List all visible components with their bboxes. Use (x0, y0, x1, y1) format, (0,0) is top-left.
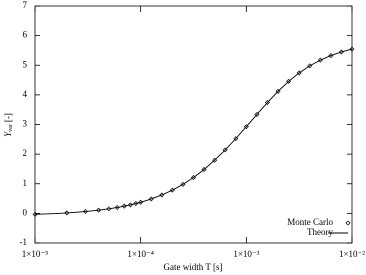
data-point (243, 124, 249, 130)
x-tick-label: 1×10⁻³ (233, 249, 259, 259)
y-tick-label: 0 (23, 207, 28, 217)
x-tick-label: 1×10⁻² (339, 249, 365, 259)
data-line (34, 48, 353, 215)
data-point (32, 211, 38, 217)
data-point (64, 210, 70, 216)
data-point (212, 157, 218, 163)
y-tick-label: 6 (23, 30, 28, 40)
y-label-unit: [-] (3, 113, 13, 122)
data-point (222, 147, 228, 153)
legend-marker (345, 220, 351, 226)
x-axis-label: Gate width T [s] (164, 262, 223, 272)
y-tick-label: 2 (23, 148, 28, 158)
y-tick-label: 3 (23, 119, 28, 129)
data-point (106, 206, 112, 212)
y-tick-label: 7 (23, 0, 28, 10)
y-tick-label: 5 (23, 59, 28, 69)
data-point (233, 136, 239, 142)
x-tick-label: 1×10⁻⁴ (127, 249, 153, 259)
data-point (96, 207, 102, 213)
y-tick-label: 1 (23, 178, 28, 188)
data-point (349, 46, 355, 52)
data-point (82, 209, 88, 215)
data-point (254, 111, 260, 117)
y-tick-label: -1 (20, 237, 28, 247)
y-tick-label: 4 (23, 89, 28, 99)
y-label-subscript: var (8, 124, 14, 132)
plot-frame (34, 5, 353, 244)
data-point (264, 100, 270, 106)
legend-label: Monte Carlo (287, 217, 333, 227)
y-label-symbol: Y (3, 131, 13, 137)
legend-label: Theory (307, 227, 333, 237)
y-axis-label: Yvar [-] (3, 113, 14, 137)
x-tick-label: 1×10⁻⁵ (22, 249, 48, 259)
